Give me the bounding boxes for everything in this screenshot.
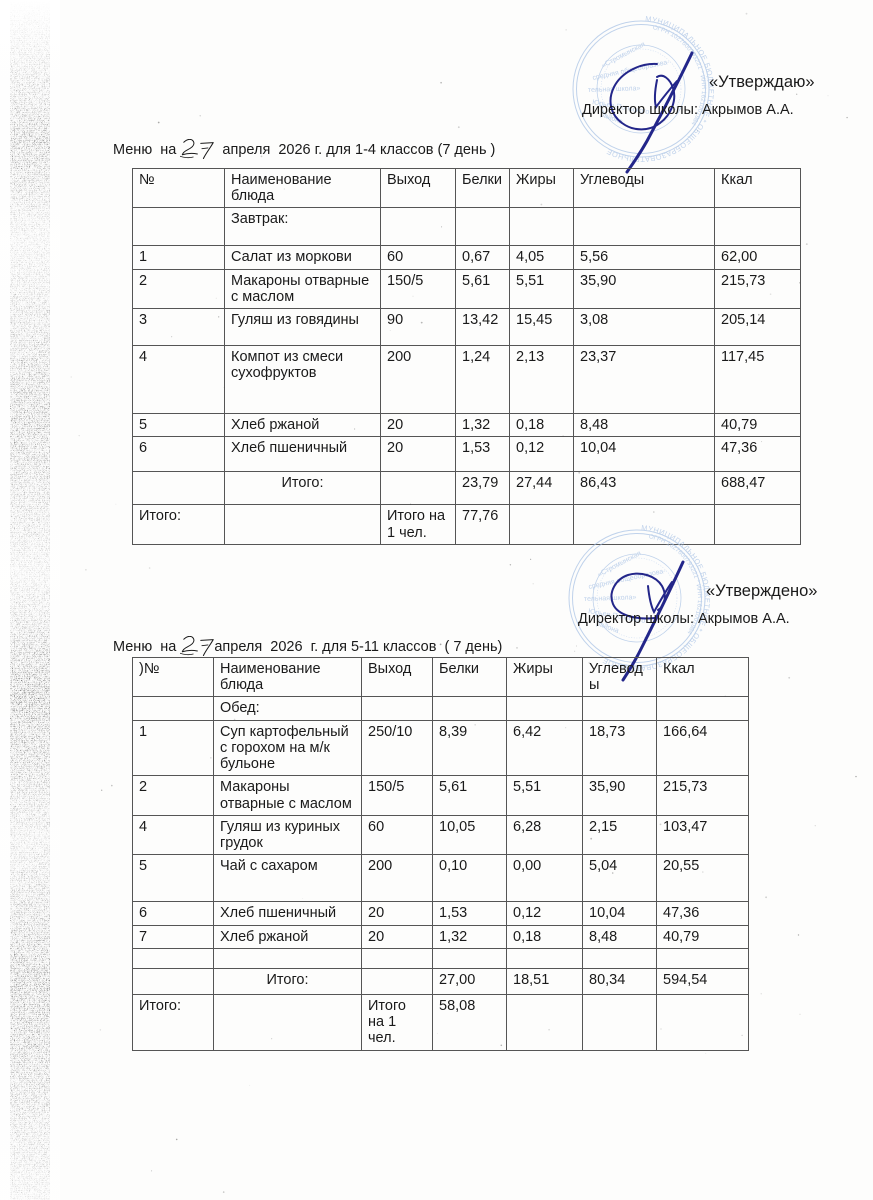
svg-text:тельная школа»: тельная школа» bbox=[584, 594, 637, 603]
